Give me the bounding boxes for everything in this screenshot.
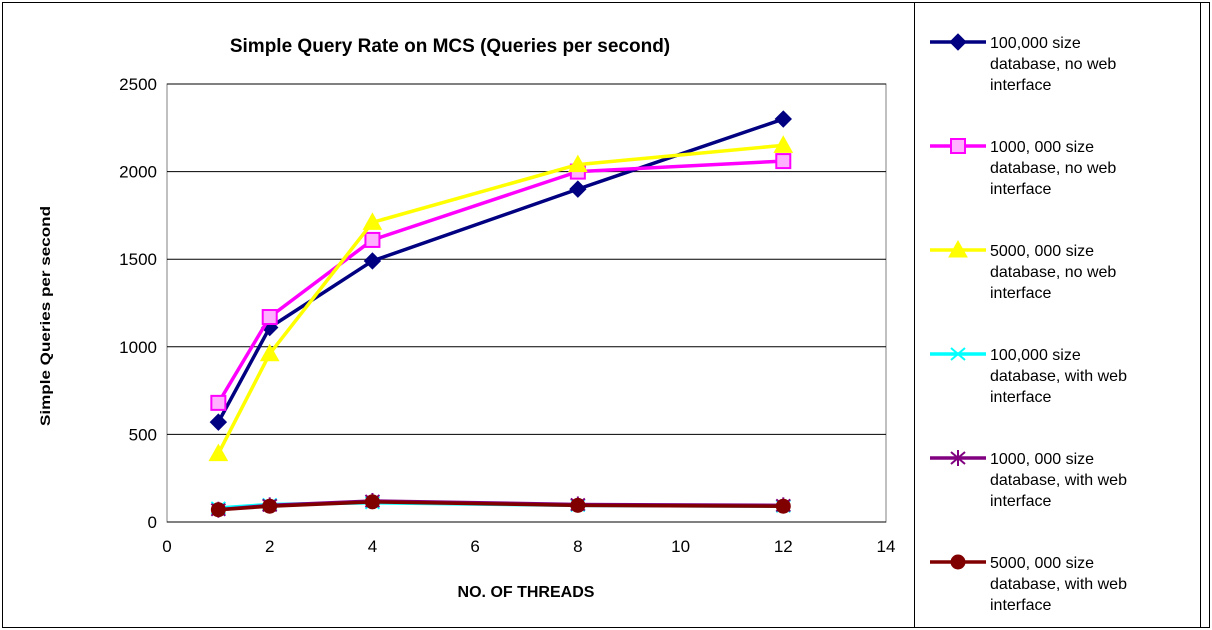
data-point	[210, 394, 227, 411]
data-point	[775, 153, 792, 170]
legend-swatch-marker	[950, 138, 966, 154]
x-tick-label: 10	[671, 537, 690, 556]
legend-label-line: 100,000 size	[990, 35, 1081, 52]
y-tick-label: 1500	[119, 250, 157, 269]
legend-item: 100,000 size database, no web interface	[930, 33, 1116, 94]
legend-label-line: database, with web	[990, 368, 1127, 385]
data-point	[262, 498, 278, 514]
x-tick-label: 6	[470, 537, 479, 556]
data-point	[261, 309, 278, 326]
chart-title: Simple Query Rate on MCS (Queries per se…	[230, 36, 670, 57]
legend-label-line: 100,000 size	[990, 347, 1081, 364]
data-point	[569, 180, 587, 198]
y-tick-label: 2000	[119, 163, 157, 182]
x-tick-label: 14	[877, 537, 896, 556]
data-point	[362, 212, 383, 230]
x-tick-label: 0	[162, 537, 171, 556]
legend-label-line: interface	[990, 77, 1051, 94]
legend-label-line: interface	[990, 181, 1051, 198]
data-point	[568, 154, 588, 173]
x-tick-label: 2	[265, 537, 274, 556]
y-tick-labels: 0 500 1000 1500 2000 2500	[119, 75, 157, 532]
legend-swatch-marker	[950, 554, 966, 570]
data-point	[208, 443, 229, 462]
legend-label-line: database, with web	[990, 576, 1127, 593]
legend-label-line: interface	[990, 597, 1051, 614]
data-point	[259, 343, 280, 362]
legend-item: 1000, 000 size database, no web interface	[930, 138, 1116, 198]
legend-swatch-marker	[948, 239, 968, 258]
marker-stroke	[950, 347, 966, 361]
legend-label-line: 1000, 000 size	[990, 139, 1094, 156]
legend-label-line: 5000, 000 size	[990, 243, 1094, 260]
data-point	[775, 498, 791, 514]
x-axis-label: NO. OF THREADS	[458, 584, 595, 601]
gridlines	[167, 83, 886, 435]
legend-swatch-marker	[949, 33, 967, 51]
legend-label-line: database, no web	[990, 160, 1116, 177]
y-tick-label: 2500	[119, 75, 157, 94]
legend-item: 1000, 000 size database, with web interfac…	[930, 450, 1127, 510]
data-point	[364, 231, 381, 248]
data-point	[773, 135, 794, 153]
legend-swatch-marker	[950, 347, 966, 361]
y-tick-label: 0	[148, 513, 157, 532]
legend-label-line: interface	[990, 389, 1051, 406]
data-point	[209, 413, 228, 431]
x-tick-labels: 0 2 4 6 8 10 12 14	[162, 537, 895, 556]
legend-item: 100,000 size database, with web interface	[930, 347, 1127, 406]
data-point	[570, 497, 586, 513]
legend-label-line: database, with web	[990, 472, 1127, 489]
series-6	[210, 494, 791, 518]
y-tick-label: 1000	[119, 338, 157, 357]
x-tick-label: 4	[368, 537, 377, 556]
legend-label-line: interface	[990, 493, 1051, 510]
data-point	[363, 252, 382, 270]
data-point	[364, 494, 380, 510]
data-point	[774, 110, 792, 128]
legend-item: 5000, 000 size database, with web interfac…	[930, 554, 1127, 614]
series-lines	[208, 110, 794, 518]
legend-label-line: database, no web	[990, 264, 1116, 281]
series-3	[208, 135, 794, 462]
data-point	[210, 502, 226, 518]
legend-label-line: 1000, 000 size	[990, 451, 1094, 468]
y-tick-label: 500	[129, 425, 157, 444]
legend-label-line: interface	[990, 285, 1051, 302]
y-axis-label: Simple Queries per second	[37, 206, 53, 426]
legend-swatch-marker	[950, 450, 966, 466]
legend-label-line: database, no web	[990, 56, 1116, 73]
x-tick-label: 8	[573, 537, 582, 556]
legend-label-line: 5000, 000 size	[990, 555, 1094, 572]
legend-item: 5000, 000 size database, no web interface	[930, 239, 1116, 302]
x-tick-label: 12	[774, 537, 793, 556]
